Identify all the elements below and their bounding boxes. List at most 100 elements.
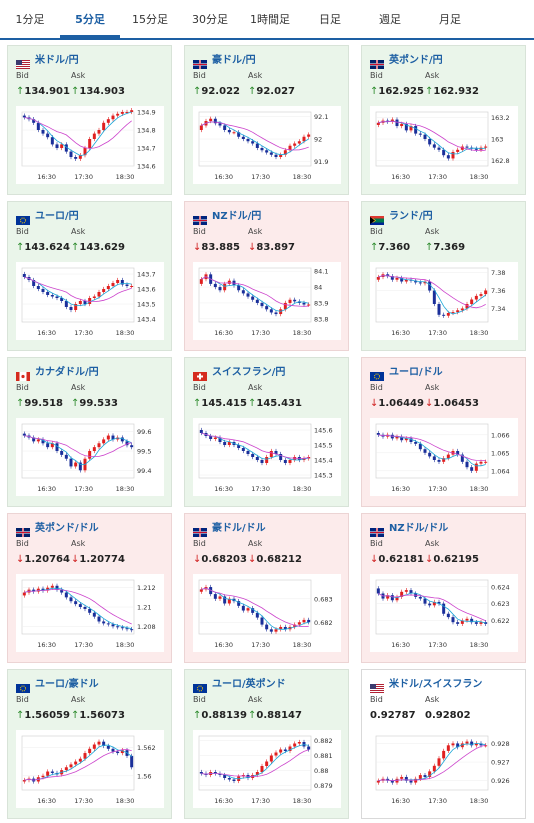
mini-chart[interactable]: 0.882 0.881 0.88 0.879 16:30 17:30 18:30 (193, 730, 341, 808)
mini-chart[interactable]: 1.562 1.56 16:30 17:30 18:30 (16, 730, 164, 808)
mini-chart[interactable]: 134.9 134.8 134.7 134.6 16:30 17:30 18:30 (16, 106, 164, 184)
ask-number: 0.92802 (425, 710, 471, 721)
rate-card[interactable]: ユーロ/円 Bid Ask ↑143.624 ↑143.629 143.7 143.6 143… (7, 201, 172, 351)
rate-card[interactable]: 英ポンド/ドル Bid Ask ↓1.20764 ↓1.20774 1.212 1.21 1.… (7, 513, 172, 663)
mini-chart[interactable]: 7.38 7.36 7.34 16:30 17:30 18:30 (370, 262, 518, 340)
candle-body (92, 296, 96, 298)
tab-5[interactable]: 日足 (319, 13, 341, 26)
rate-card[interactable]: 豪ドル/ドル Bid Ask ↓0.68203 ↓0.68212 0.683 0.682 16… (184, 513, 349, 663)
rate-card[interactable]: スイスフラン/円 Bid Ask ↑145.415 ↑145.431 145.6 145.5… (184, 357, 349, 507)
rate-card[interactable]: カナダドル/円 Bid Ask ↑99.518 ↑99.533 99.6 99.5 99.4 1… (7, 357, 172, 507)
tab-6[interactable]: 週足 (379, 13, 401, 26)
bid-number: 0.92787 (370, 710, 416, 721)
pair-name[interactable]: ユーロ/豪ドル (35, 679, 99, 690)
rate-card[interactable]: 英ポンド/円 Bid Ask ↑162.925 ↑162.932 163.2 163 162.… (361, 45, 526, 195)
candle-body (125, 628, 129, 630)
pair-name[interactable]: 英ポンド/ドル (35, 523, 99, 534)
za-jp-flag-icon (370, 216, 384, 225)
candle-body (223, 596, 227, 604)
candle-body (414, 778, 418, 783)
rate-card[interactable]: 豪ドル/円 Bid Ask ↑92.022 ↑92.027 92.1 92 91.9 16:30… (184, 45, 349, 195)
tab-4[interactable]: 1時間足 (250, 13, 290, 26)
candle-body (460, 146, 464, 150)
tab-0[interactable]: 1分足 (15, 13, 45, 26)
ask-number: 99.533 (79, 398, 118, 409)
candle-body (199, 279, 203, 284)
candle-body (414, 280, 418, 283)
y-tick-label: 7.34 (491, 305, 505, 313)
pair-name[interactable]: カナダドル/円 (35, 367, 99, 378)
mini-chart[interactable]: 99.6 99.5 99.4 16:30 17:30 18:30 (16, 418, 164, 496)
mini-chart[interactable]: 143.7 143.6 143.5 143.4 16:30 17:30 18:30 (16, 262, 164, 340)
ask-label: Ask (248, 71, 263, 80)
rate-card[interactable]: 米ドル/スイスフラン Bid Ask 0.92787 0.92802 0.928 0.927… (361, 669, 526, 819)
arrow-down-icon: ↓ (193, 554, 202, 565)
rate-card[interactable]: ユーロ/豪ドル Bid Ask ↑1.56059 ↑1.56073 1.562 1.56 16… (7, 669, 172, 819)
arrow-down-icon: ↓ (193, 242, 202, 253)
candle-body (232, 132, 236, 134)
nz-jp-flag-icon (193, 210, 207, 225)
rate-card[interactable]: NZドル/ドル Bid Ask ↓0.62181 ↓0.62195 0.624 0.623 0… (361, 513, 526, 663)
y-tick-label: 1.065 (491, 449, 510, 457)
ma-short-line (378, 592, 486, 624)
tab-7[interactable]: 月足 (439, 13, 461, 26)
candle-body (418, 282, 422, 284)
x-tick-label: 18:30 (293, 329, 312, 337)
mini-chart[interactable]: 163.2 163 162.8 16:30 17:30 18:30 (370, 106, 518, 184)
rate-card[interactable]: NZドル/円 Bid Ask ↓83.885 ↓83.897 84.1 84 83.9 83.8… (184, 201, 349, 351)
pair-name[interactable]: スイスフラン/円 (212, 367, 286, 378)
candle-body (32, 119, 36, 123)
mini-chart[interactable]: 0.624 0.623 0.622 16:30 17:30 18:30 (370, 574, 518, 652)
ask-number: 143.629 (79, 242, 125, 253)
candle-body (64, 144, 68, 152)
tab-2[interactable]: 15分足 (132, 13, 168, 26)
pair-name[interactable]: 豪ドル/円 (212, 55, 256, 66)
candle-body (414, 126, 418, 134)
candle-body (446, 613, 450, 618)
rate-card[interactable]: ランド/円 Bid Ask ↑7.360 ↑7.369 7.38 7.36 7.34 16:30… (361, 201, 526, 351)
pair-name[interactable]: 英ポンド/円 (389, 55, 443, 66)
pair-name[interactable]: ユーロ/英ポンド (212, 679, 286, 690)
pair-name[interactable]: 豪ドル/ドル (212, 523, 266, 534)
us-ch-flag-icon (370, 684, 384, 693)
rate-card[interactable]: ユーロ/英ポンド Bid Ask ↑0.88139 ↑0.88147 0.882 0.881… (184, 669, 349, 819)
mini-chart[interactable]: 0.928 0.927 0.926 16:30 17:30 18:30 (370, 730, 518, 808)
pair-name[interactable]: ランド/円 (389, 211, 433, 222)
mini-chart[interactable]: 1.066 1.065 1.064 16:30 17:30 18:30 (370, 418, 518, 496)
candle-body (400, 776, 404, 779)
mini-chart[interactable]: 84.1 84 83.9 83.8 16:30 17:30 18:30 (193, 262, 341, 340)
candle-body (64, 454, 68, 459)
chart-frame (198, 267, 312, 323)
mini-chart[interactable]: 92.1 92 91.9 16:30 17:30 18:30 (193, 106, 341, 184)
us-jp-flag-icon (16, 54, 30, 69)
ma-short-line (24, 276, 132, 306)
tab-3[interactable]: 30分足 (192, 13, 228, 26)
pair-name[interactable]: NZドル/円 (212, 211, 262, 222)
pair-name[interactable]: 米ドル/円 (35, 55, 79, 66)
tab-1[interactable]: 5分足 (60, 0, 120, 38)
mini-chart[interactable]: 0.683 0.682 16:30 17:30 18:30 (193, 574, 341, 652)
price-chart: 0.928 0.927 0.926 16:30 17:30 18:30 (375, 735, 510, 805)
candle-body (293, 143, 297, 146)
candle-body (423, 598, 427, 604)
x-tick-label: 17:30 (74, 797, 93, 805)
pair-name[interactable]: ユーロ/円 (35, 211, 79, 222)
candle-body (390, 595, 394, 601)
rate-card[interactable]: ユーロ/ドル Bid Ask ↓1.06449 ↓1.06453 1.066 1.065 1.… (361, 357, 526, 507)
candle-body (260, 302, 264, 307)
bid-value: ↓1.06449 (370, 398, 424, 409)
mini-chart[interactable]: 145.6 145.5 145.4 145.3 16:30 17:30 18:30 (193, 418, 341, 496)
pair-name[interactable]: ユーロ/ドル (389, 367, 443, 378)
candle-body (460, 743, 464, 748)
x-tick-label: 16:30 (37, 329, 56, 337)
x-tick-label: 18:30 (470, 797, 489, 805)
y-tick-label: 83.8 (314, 315, 328, 323)
eu-us-flag-icon (370, 372, 384, 381)
rate-card[interactable]: 米ドル/円 Bid Ask ↑134.901 ↑134.903 134.9 134.8 134… (7, 45, 172, 195)
bid-label: Bid (16, 695, 29, 704)
mini-chart[interactable]: 1.212 1.21 1.208 16:30 17:30 18:30 (16, 574, 164, 652)
candle-body (395, 277, 399, 280)
pair-name[interactable]: 米ドル/スイスフラン (389, 679, 483, 690)
pair-name[interactable]: NZドル/ドル (389, 523, 449, 534)
y-tick-label: 84.1 (314, 268, 328, 276)
